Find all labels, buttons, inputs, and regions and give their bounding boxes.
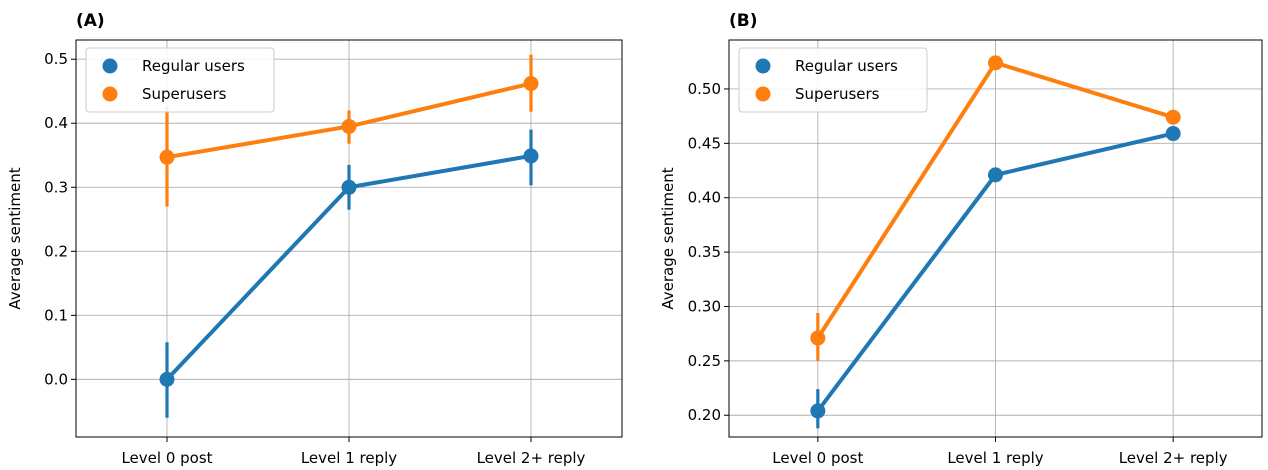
legend-marker	[755, 58, 771, 74]
y-tick-label: 0.1	[44, 306, 68, 324]
legend-label: Superusers	[795, 85, 880, 103]
series-regular-users	[810, 126, 1181, 429]
series-regular-users	[159, 129, 539, 418]
x-tick-label: Level 2+ reply	[477, 449, 586, 467]
y-tick-label: 0.30	[688, 297, 721, 315]
data-point	[341, 118, 357, 134]
legend-marker	[102, 86, 118, 102]
chart-panel-1: 0.0 0.1 0.2 0.3 0.4 0.5 Level 0 post Level 1 re…	[6, 11, 623, 467]
legend-label: Superusers	[142, 85, 227, 103]
data-point	[341, 179, 357, 195]
y-tick-label: 0.4	[44, 114, 68, 132]
legend: Regular users Superusers	[85, 47, 275, 113]
data-point	[988, 167, 1003, 183]
y-tick-label: 0.40	[688, 189, 721, 207]
legend-marker	[755, 86, 771, 102]
x-tick-label: Level 0 post	[121, 449, 212, 467]
legend: Regular users Superusers	[738, 47, 928, 113]
x-tick-label: Level 0 post	[772, 449, 863, 467]
legend-marker	[102, 58, 118, 74]
data-point	[988, 55, 1003, 71]
y-tick-label: 0.5	[44, 50, 68, 68]
panel-label: (A)	[76, 11, 105, 31]
x-tick-label: Level 2+ reply	[1119, 449, 1228, 467]
y-tick-label: 0.50	[688, 80, 721, 98]
y-tick-label: 0.20	[688, 406, 721, 424]
legend-box	[738, 47, 928, 113]
y-tick-label: 0.45	[688, 134, 721, 152]
y-tick-label: 0.0	[44, 370, 68, 388]
y-tick-label: 0.2	[44, 242, 68, 260]
series-superusers	[810, 55, 1181, 361]
data-point	[810, 330, 826, 346]
panel-label: (B)	[729, 11, 758, 31]
y-tick-label: 0.35	[688, 243, 721, 261]
y-axis-label: Average sentiment	[659, 167, 677, 309]
series-superusers	[159, 54, 539, 207]
data-point	[523, 76, 539, 92]
data-point	[1165, 126, 1181, 142]
legend-box	[85, 47, 275, 113]
y-tick-label: 0.25	[688, 352, 721, 370]
data-point	[523, 148, 539, 164]
data-point	[810, 403, 826, 419]
y-axis-label: Average sentiment	[6, 167, 24, 309]
legend-label: Regular users	[795, 57, 898, 75]
legend-label: Regular users	[142, 57, 245, 75]
chart-panel-2: 0.20 0.25 0.30 0.35 0.40 0.45 0.50 Level 0 post…	[659, 11, 1263, 467]
data-point	[1165, 109, 1181, 125]
data-point	[159, 149, 175, 165]
data-point	[159, 371, 175, 387]
x-tick-label: Level 1 reply	[301, 449, 397, 467]
x-tick-label: Level 1 reply	[947, 449, 1043, 467]
y-tick-label: 0.3	[44, 178, 68, 196]
